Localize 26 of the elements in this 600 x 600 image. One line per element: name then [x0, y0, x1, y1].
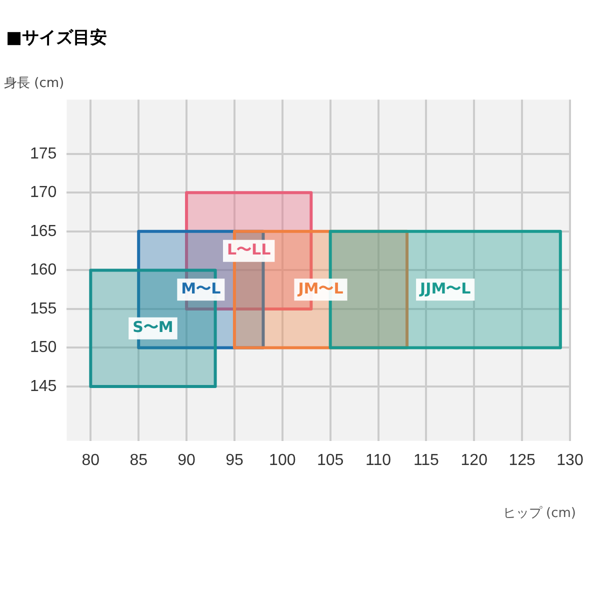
series-label: S〜M	[132, 318, 174, 336]
x-tick-label: 95	[226, 452, 244, 469]
y-tick-label: 145	[30, 378, 57, 395]
chart-title: ■サイズ目安	[6, 27, 108, 49]
y-tick-label: 155	[30, 300, 57, 318]
y-axis-title: 身長 (cm)	[4, 75, 64, 92]
x-axis-title: ヒップ (cm)	[502, 505, 576, 522]
y-tick-label: 175	[30, 145, 57, 162]
x-tick-label: 115	[413, 452, 440, 469]
y-tick-label: 170	[30, 184, 57, 202]
x-tick-label: 110	[366, 452, 392, 469]
series-label: JM〜L	[297, 279, 344, 298]
y-tick-label: 150	[30, 339, 57, 356]
x-tick-label: 100	[269, 452, 296, 469]
x-tick-label: 85	[130, 452, 148, 469]
series-label: M〜L	[181, 279, 222, 298]
series-label: L〜LL	[227, 240, 272, 259]
x-tick-label: 130	[556, 452, 584, 469]
x-tick-label: 105	[316, 452, 344, 469]
x-tick-label: 80	[82, 452, 100, 469]
x-tick-label: 120	[460, 452, 488, 469]
x-tick-label: 90	[178, 452, 196, 469]
series-label: JJM〜L	[419, 279, 472, 298]
y-tick-label: 160	[30, 262, 57, 279]
x-tick-label: 125	[508, 452, 536, 469]
y-tick-label: 165	[30, 222, 57, 240]
